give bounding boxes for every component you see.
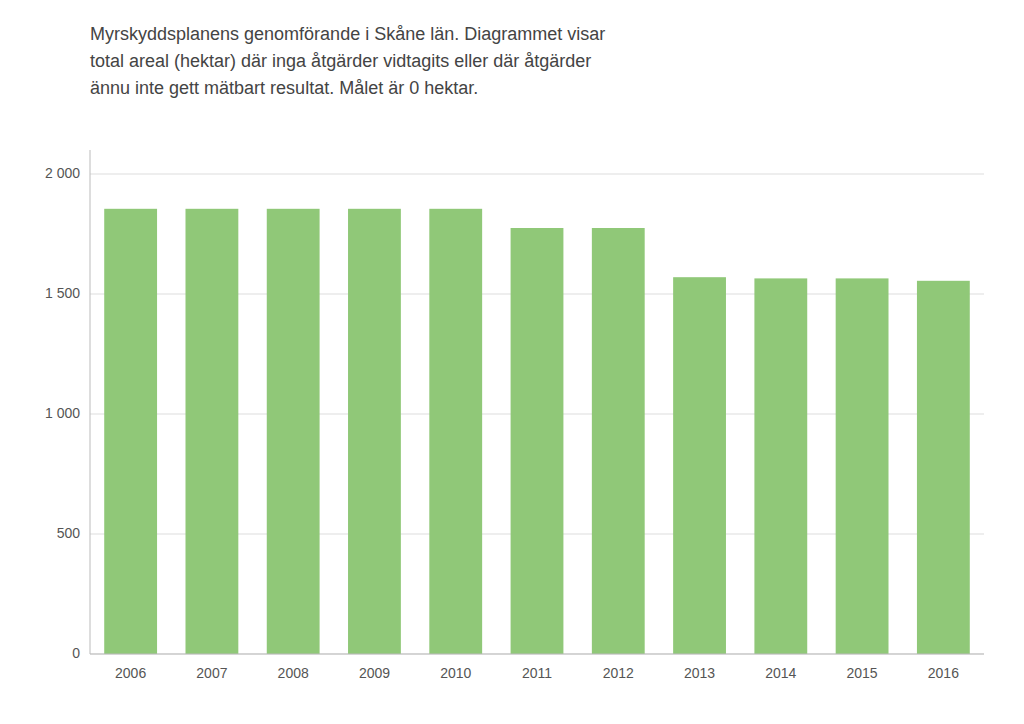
bar	[185, 209, 238, 654]
bars	[104, 209, 970, 654]
bar	[348, 209, 401, 654]
x-tick-label: 2016	[928, 665, 959, 681]
title-line: Myrskyddsplanens genomförande i Skåne lä…	[90, 24, 605, 44]
grid-line	[90, 174, 984, 175]
x-tick-labels: 2006 2007 2008 2009 2010 2011 2012 2013 2014 2015…	[115, 665, 959, 681]
bar	[267, 209, 320, 654]
y-axis-line	[90, 150, 91, 654]
title-line: total areal (hektar) där inga åtgärder v…	[90, 51, 591, 71]
x-tick-label: 2014	[765, 665, 796, 681]
y-tick-label: 2 000	[45, 165, 80, 181]
x-tick-label: 2013	[684, 665, 715, 681]
x-axis-line	[90, 654, 984, 655]
y-tick-label: 1 500	[45, 285, 80, 301]
y-grid	[90, 174, 984, 654]
grid-line	[90, 654, 984, 655]
x-tick-label: 2011	[522, 665, 552, 681]
bar	[429, 209, 482, 654]
y-tick-label: 1 000	[45, 405, 80, 421]
y-tick-label: 500	[57, 525, 81, 541]
x-tick-label: 2010	[440, 665, 471, 681]
x-tick-label: 2015	[847, 665, 878, 681]
chart-title: Myrskyddsplanens genomförande i Skåne lä…	[90, 24, 605, 98]
bar	[836, 278, 889, 654]
bar	[917, 281, 970, 654]
x-tick-label: 2006	[115, 665, 146, 681]
bar	[511, 228, 564, 654]
bar	[673, 277, 726, 654]
bar	[754, 278, 807, 654]
y-tick-label: 0	[72, 645, 80, 661]
y-tick-labels: 0 500 1 000 1 500 2 000	[45, 165, 80, 661]
x-tick-label: 2007	[196, 665, 227, 681]
bar	[104, 209, 157, 654]
chart-container: Myrskyddsplanens genomförande i Skåne lä…	[0, 0, 1024, 724]
title-line: ännu inte gett mätbart resultat. Målet ä…	[90, 78, 478, 98]
chart-svg: Myrskyddsplanens genomförande i Skåne lä…	[0, 0, 1024, 724]
x-tick-label: 2009	[359, 665, 390, 681]
bar	[592, 228, 645, 654]
x-tick-label: 2008	[278, 665, 309, 681]
x-tick-label: 2012	[603, 665, 634, 681]
